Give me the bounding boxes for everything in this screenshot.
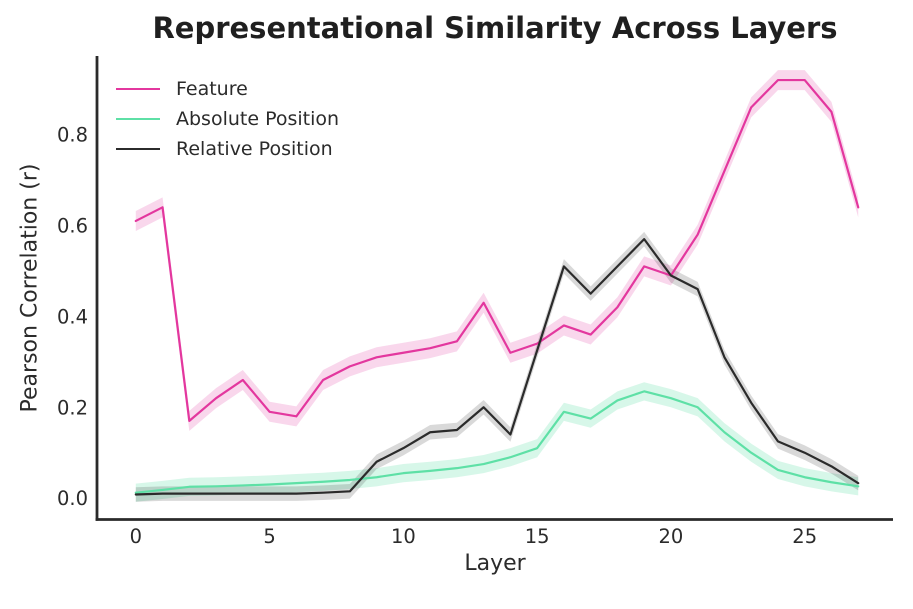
absolute-position-line-swatch — [116, 117, 160, 121]
y-tick-label: 0.8 — [57, 124, 88, 147]
y-tick-label: 0.4 — [57, 305, 88, 328]
legend-label-absolute-position: Absolute Position — [176, 108, 340, 130]
legend-item-relative-position: Relative Position — [116, 134, 339, 164]
series-line-relative-position — [134, 238, 860, 496]
legend-label-relative-position: Relative Position — [176, 138, 333, 160]
series-line-absolute-position — [134, 390, 860, 494]
legend-item-absolute-position: Absolute Position — [116, 104, 339, 134]
x-tick-label: 20 — [659, 525, 684, 548]
legend-item-feature: Feature — [116, 74, 339, 104]
x-tick-label: 25 — [792, 525, 817, 548]
chart-title: Representational Similarity Across Layer… — [152, 11, 838, 45]
series-band-absolute-position — [135, 382, 859, 502]
y-tick-label: 0.6 — [57, 214, 88, 237]
x-tick-label: 10 — [391, 525, 416, 548]
x-tick-label: 15 — [525, 525, 550, 548]
series-line-feature — [134, 78, 860, 422]
y-tick-label: 0.2 — [57, 396, 88, 419]
feature-line-swatch — [116, 87, 160, 91]
y-tick-label: 0.0 — [57, 487, 88, 510]
x-axis-label: Layer — [464, 551, 526, 576]
legend: Feature Absolute Position Relative Posit… — [116, 74, 339, 164]
x-tick-label: 5 — [263, 525, 275, 548]
y-axis-label: Pearson Correlation (r) — [17, 163, 43, 413]
legend-label-feature: Feature — [176, 78, 248, 100]
relative-position-line-swatch — [116, 147, 160, 151]
x-tick-label: 0 — [130, 525, 142, 548]
